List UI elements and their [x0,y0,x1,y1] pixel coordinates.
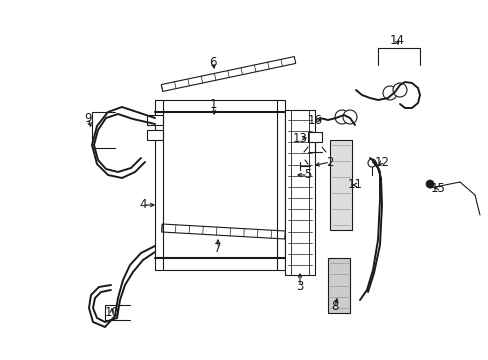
Text: 14: 14 [389,33,404,46]
Bar [327,258,349,313]
Text: 13: 13 [292,131,307,144]
Text: 7: 7 [214,242,221,255]
Polygon shape [162,224,285,239]
Circle shape [334,110,348,124]
Text: 9: 9 [84,112,92,125]
Circle shape [382,86,396,100]
Text: 16: 16 [307,113,322,126]
Text: 8: 8 [331,301,338,314]
Bar [329,140,351,230]
Text: 1: 1 [209,99,216,112]
Circle shape [367,159,375,167]
Circle shape [342,110,356,124]
Text: 3: 3 [296,279,303,292]
Bar [147,130,163,140]
Polygon shape [161,57,295,91]
Text: 12: 12 [374,156,389,168]
Circle shape [392,83,406,97]
Bar [147,115,163,125]
Text: 15: 15 [429,181,445,194]
Text: 11: 11 [347,179,362,192]
Text: 10: 10 [104,306,119,319]
Text: 5: 5 [304,168,311,181]
Text: 6: 6 [209,55,216,68]
Text: 2: 2 [325,156,333,168]
Circle shape [425,180,433,188]
Bar [307,132,321,142]
Bar [285,110,314,275]
Text: 4: 4 [139,198,146,211]
Bar [155,100,285,270]
